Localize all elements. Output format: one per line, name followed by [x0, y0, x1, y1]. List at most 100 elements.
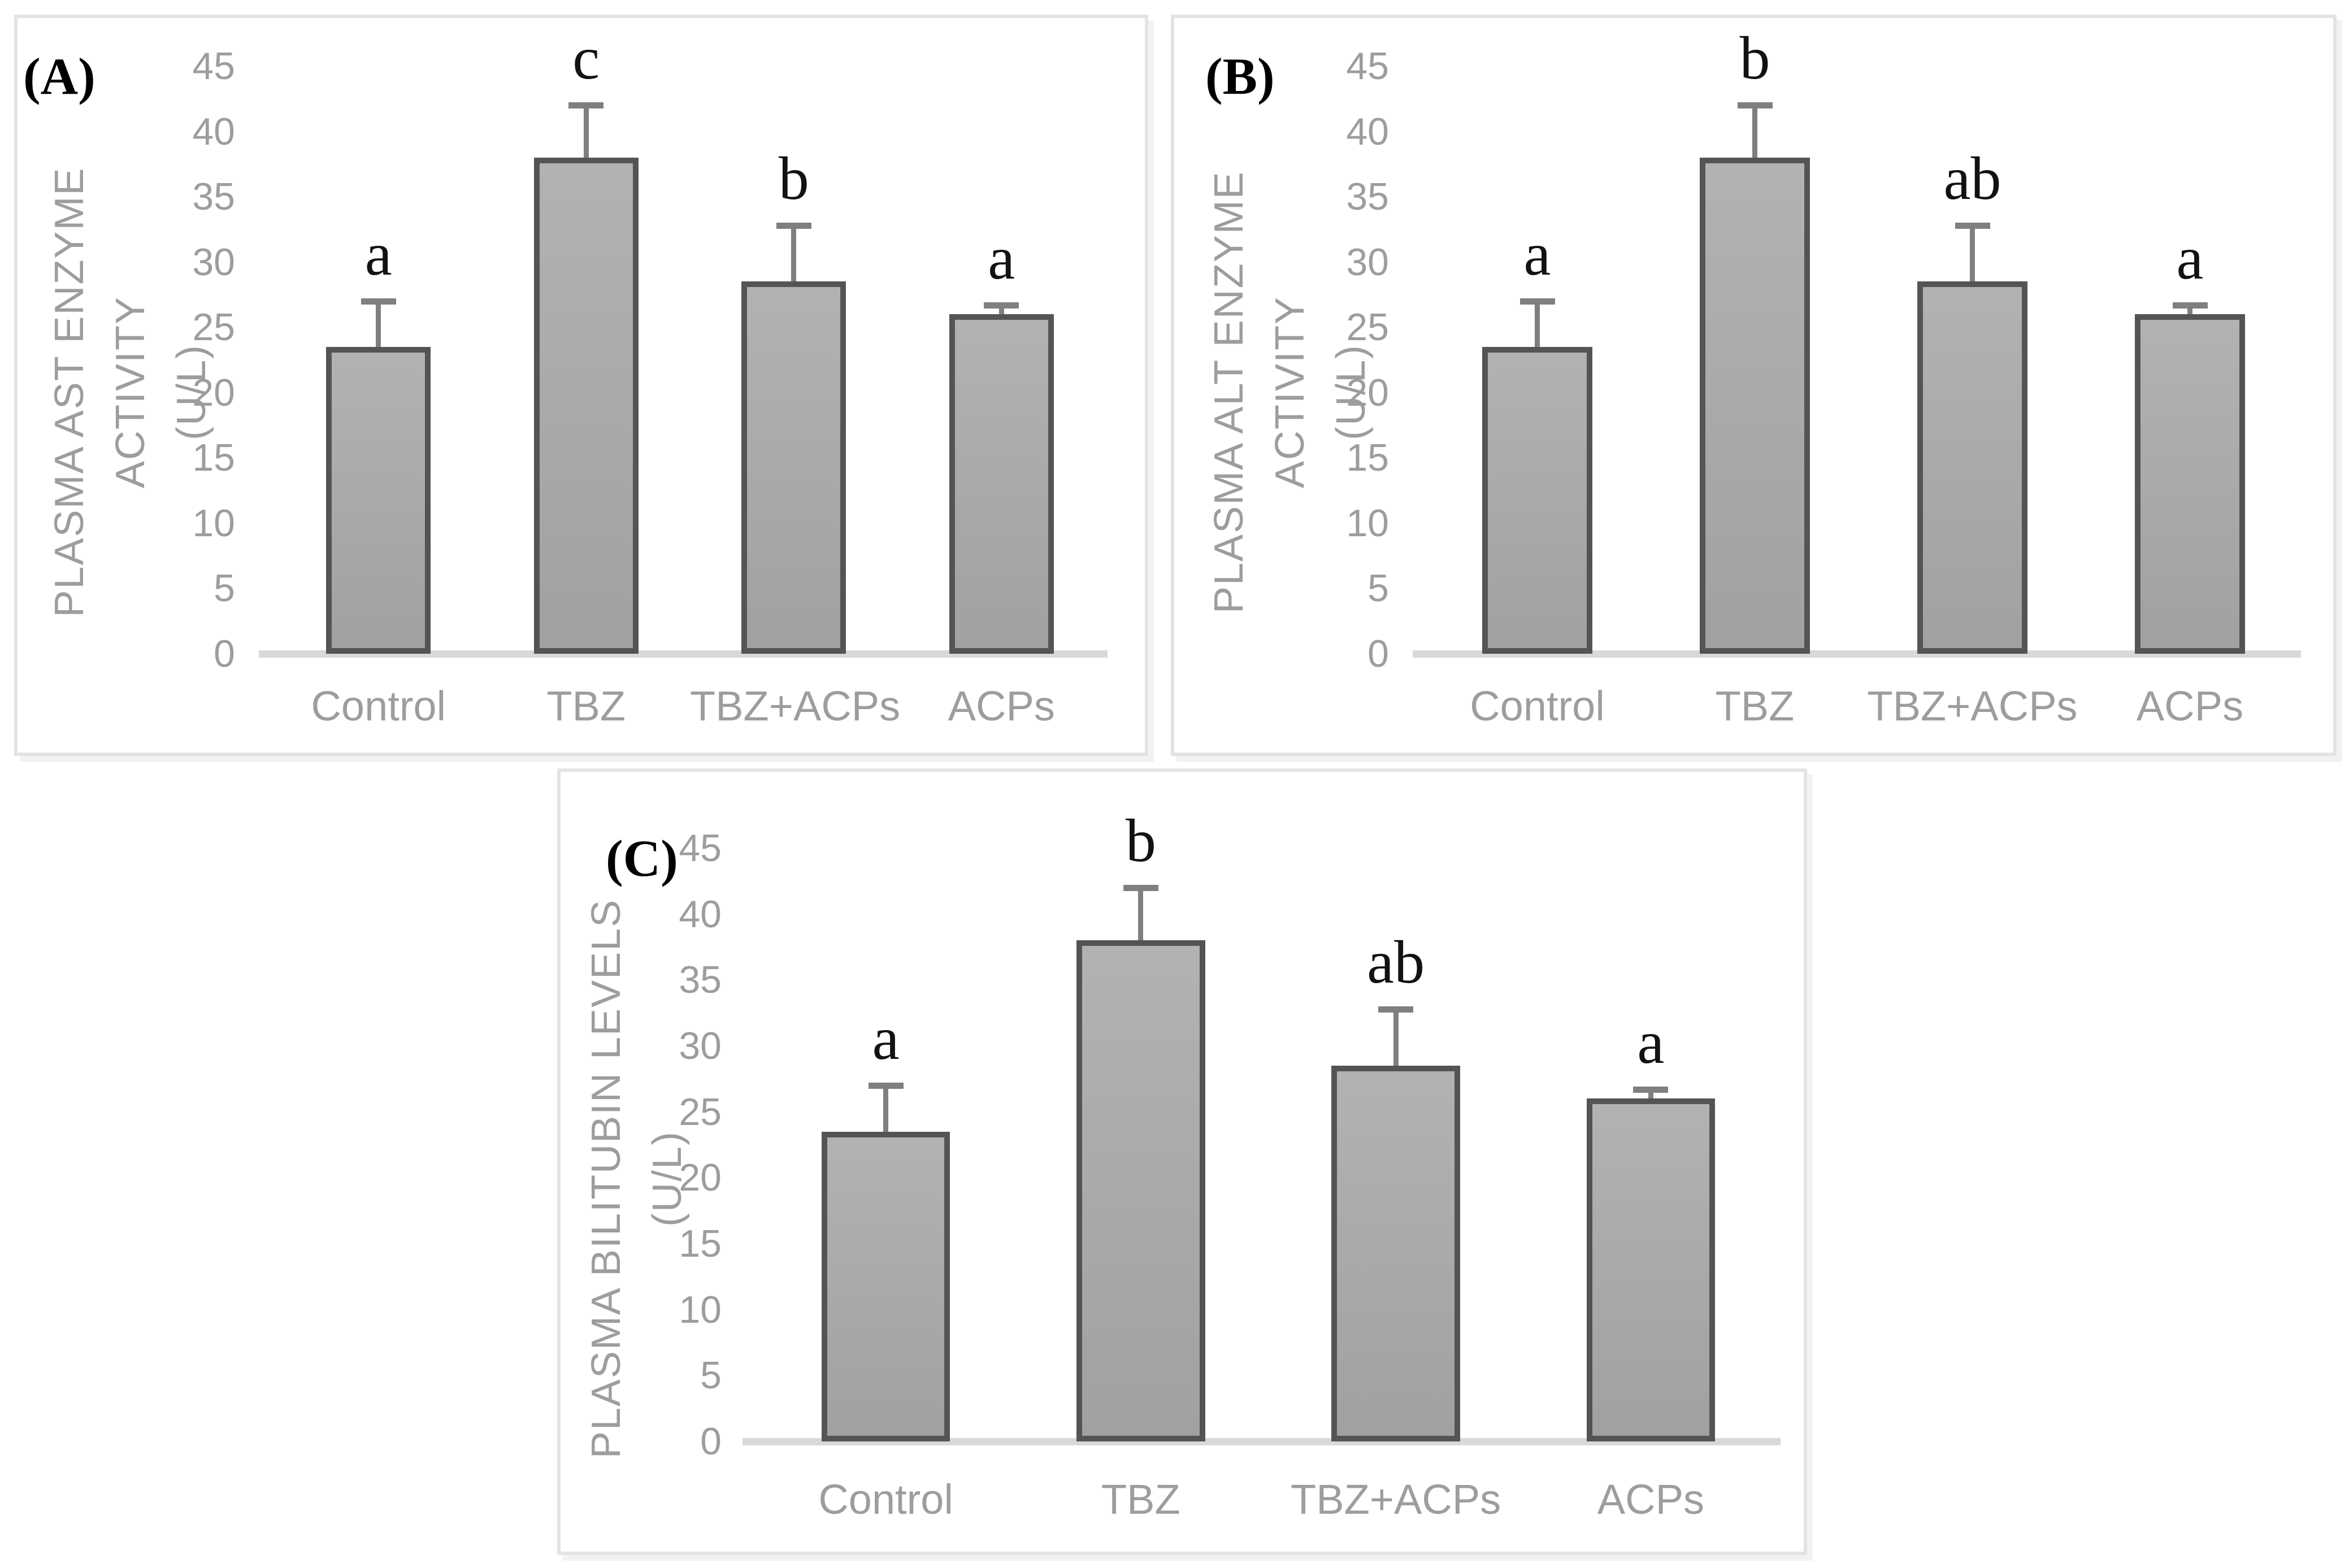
x-axis-labels: Control TBZ TBZ+ACPs ACPs — [1428, 682, 2299, 733]
x-category-label: TBZ — [546, 683, 626, 729]
error-bar-cap — [1123, 885, 1158, 891]
bar-TBZ — [533, 157, 639, 654]
y-axis-title-line: (U/L) — [1328, 344, 1374, 440]
y-tick-label: 30 — [679, 1024, 722, 1067]
error-bar-stem — [883, 1085, 889, 1132]
error-bar-cap — [984, 302, 1019, 309]
y-tick-label: 45 — [679, 827, 722, 870]
chart-panel-C: (C) PLASMA BILITUBIN LEVELS (U/L) 45 40 35… — [557, 768, 1807, 1555]
x-axis-line — [259, 650, 1108, 658]
x-category-label: TBZ+ACPs — [1291, 1476, 1501, 1523]
y-tick-label: 35 — [1346, 175, 1389, 219]
y-tick-label: 30 — [192, 240, 235, 284]
y-tick-label: 10 — [679, 1288, 722, 1331]
y-tick-label: 20 — [1346, 371, 1389, 414]
y-axis-title-line: PLASMA ALT ENZYME ACTIVITY — [1206, 171, 1313, 614]
error-bar-stem — [1648, 1089, 1653, 1099]
y-tick-label: 15 — [1346, 436, 1389, 480]
y-tick-label: 25 — [192, 306, 235, 349]
y-tick-label: 25 — [679, 1090, 722, 1133]
significance-letter: a — [364, 221, 392, 288]
error-bar-stem — [791, 225, 797, 282]
y-axis-title-line: (U/L) — [169, 344, 214, 440]
y-tick-label: 10 — [1346, 501, 1389, 545]
bar-Control — [1482, 346, 1592, 654]
x-category-label: ACPs — [2136, 683, 2244, 729]
bar-TBZ — [1700, 157, 1810, 654]
y-axis-ticks: 45 40 35 30 25 20 15 10 5 0 — [1276, 45, 1389, 675]
error-bar-cap — [776, 222, 811, 229]
error-bar-stem — [2187, 305, 2192, 315]
y-tick-label: 5 — [1367, 567, 1389, 610]
y-axis-title: PLASMA ALT ENZYME ACTIVITY (U/L) — [1199, 98, 1382, 686]
y-tick-label: 15 — [679, 1222, 722, 1265]
chart-panel-A: (A) PLASMA AST ENZYME ACTIVITY (U/L) 45 40… — [14, 15, 1148, 756]
panel-letter-A: (A) — [23, 47, 95, 105]
y-axis-ticks: 45 40 35 30 25 20 15 10 5 0 — [122, 45, 235, 675]
error-bar-stem — [1138, 888, 1144, 941]
chart-panel-B: (B) PLASMA ALT ENZYME ACTIVITY (U/L) 45 40… — [1171, 15, 2337, 756]
error-bar-cap — [2172, 302, 2208, 309]
x-category-label: ACPs — [948, 683, 1055, 729]
significance-letter: a — [988, 224, 1015, 292]
bar-Control — [326, 346, 431, 654]
y-tick-label: 5 — [700, 1354, 722, 1397]
x-category-label: TBZ+ACPs — [1867, 683, 2078, 729]
plot-area: a c b a — [259, 28, 1108, 658]
error-bar-cap — [361, 298, 396, 305]
error-bar-cap — [1633, 1087, 1669, 1093]
significance-letter: a — [1523, 221, 1551, 288]
bar-ACPs — [2135, 314, 2245, 654]
y-tick-label: 40 — [1346, 110, 1389, 153]
y-tick-label: 40 — [679, 892, 722, 936]
error-bar-stem — [583, 105, 589, 158]
x-category-label: TBZ — [1715, 683, 1795, 729]
error-bar-stem — [1393, 1009, 1399, 1066]
error-bar-stem — [376, 301, 381, 347]
y-tick-label: 20 — [679, 1156, 722, 1200]
y-tick-label: 20 — [192, 371, 235, 414]
panel-letter-C: (C) — [606, 829, 678, 887]
y-tick-label: 15 — [192, 436, 235, 480]
y-tick-label: 0 — [214, 632, 235, 675]
bar-TBZ — [1076, 940, 1205, 1441]
significance-letter: ab — [1943, 145, 2001, 212]
error-bar-stem — [998, 305, 1004, 315]
significance-letter: b — [778, 145, 809, 212]
x-category-label: ACPs — [1597, 1476, 1704, 1523]
y-axis-title: PLASMA AST ENZYME ACTIVITY (U/L) — [39, 98, 222, 686]
significance-letter: a — [872, 1005, 900, 1072]
y-axis-ticks: 45 40 35 30 25 20 15 10 5 0 — [609, 827, 722, 1463]
x-category-label: Control — [1470, 683, 1605, 729]
x-category-label: Control — [818, 1476, 953, 1523]
error-bar-cap — [1519, 298, 1555, 305]
panel-letter-B: (B) — [1205, 47, 1275, 105]
y-tick-label: 5 — [214, 567, 235, 610]
significance-letter: a — [1637, 1009, 1665, 1077]
x-category-label: TBZ — [1101, 1476, 1180, 1523]
error-bar-cap — [1737, 102, 1773, 109]
y-tick-label: 25 — [1346, 306, 1389, 349]
bar-TBZ+ACPs — [1331, 1066, 1460, 1441]
x-axis-labels: Control TBZ TBZ+ACPs ACPs — [758, 1475, 1778, 1526]
y-tick-label: 0 — [700, 1420, 722, 1463]
bar-ACPs — [1586, 1098, 1716, 1441]
y-axis-title-line: PLASMA BILITUBIN LEVELS (U/L) — [584, 898, 690, 1459]
error-bar-stem — [1535, 301, 1540, 347]
plot-area: a b ab a — [743, 811, 1781, 1445]
error-bar-cap — [868, 1083, 904, 1089]
y-axis-title-line: PLASMA AST ENZYME ACTIVITY — [47, 167, 153, 618]
x-category-label: TBZ+ACPs — [690, 683, 901, 729]
y-tick-label: 45 — [1346, 45, 1389, 88]
x-axis-line — [743, 1438, 1781, 1445]
bar-TBZ+ACPs — [1917, 281, 2027, 654]
error-bar-cap — [568, 102, 604, 109]
x-axis-line — [1413, 650, 2301, 658]
significance-letter: b — [1125, 807, 1156, 875]
y-tick-label: 0 — [1367, 632, 1389, 675]
y-tick-label: 10 — [192, 501, 235, 545]
significance-letter: b — [1739, 25, 1770, 93]
error-bar-cap — [1955, 222, 1990, 229]
error-bar-cap — [1378, 1006, 1414, 1013]
